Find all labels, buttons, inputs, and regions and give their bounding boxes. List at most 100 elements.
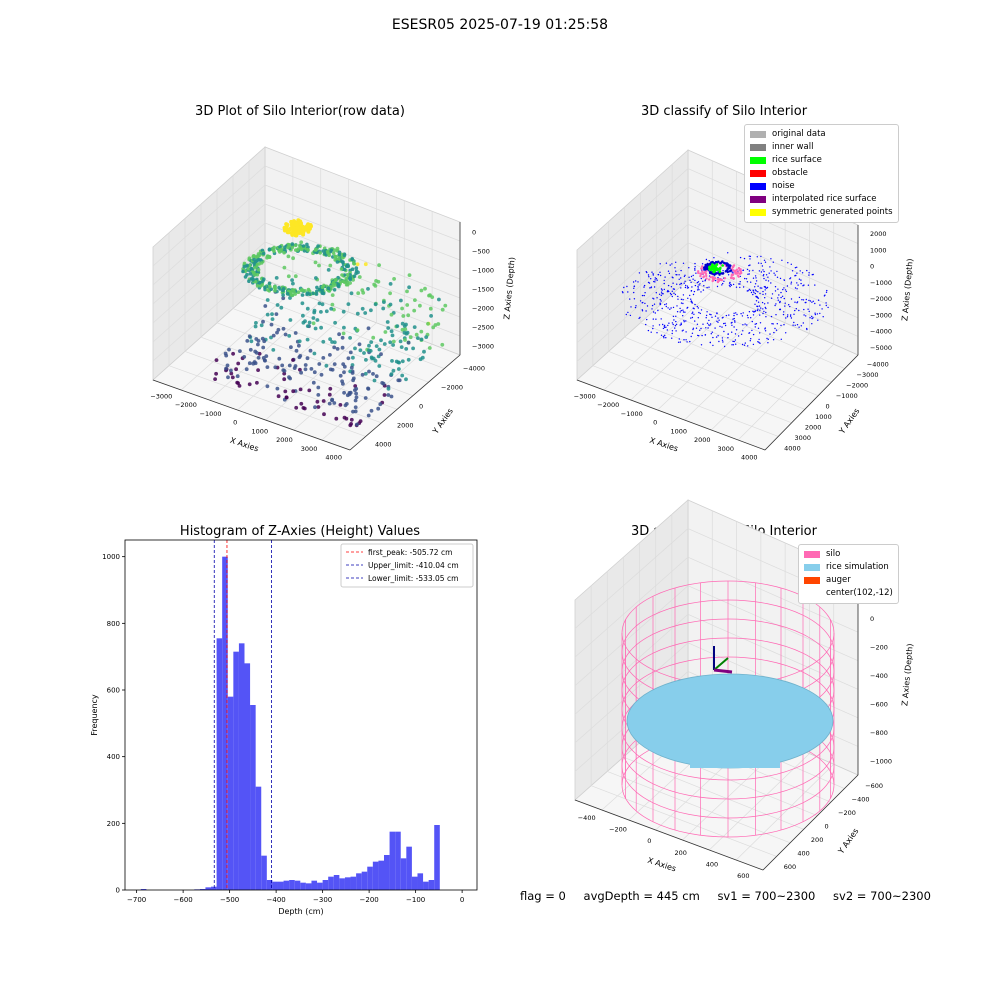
- data-point: [306, 225, 311, 230]
- data-point: [246, 267, 251, 271]
- data-point: [290, 288, 295, 292]
- noise-point: [763, 270, 765, 273]
- data-point: [317, 287, 322, 292]
- data-point: [342, 253, 347, 257]
- data-point: [247, 361, 252, 366]
- data-point: [416, 336, 420, 340]
- noise-point: [754, 323, 756, 325]
- noise-point: [808, 299, 810, 302]
- histogram-bar: [411, 876, 418, 890]
- y-tick-label: 4000: [375, 441, 392, 449]
- data-point: [261, 356, 266, 360]
- data-point: [234, 367, 239, 372]
- wall-point: [721, 260, 724, 263]
- data-point: [297, 339, 302, 344]
- histogram-bar: [238, 643, 245, 890]
- data-point: [236, 381, 241, 385]
- noise-point: [705, 327, 707, 329]
- data-point: [247, 279, 251, 284]
- noise-point: [691, 301, 693, 303]
- grid-line: [735, 764, 834, 861]
- noise-point: [692, 307, 694, 309]
- noise-point: [638, 317, 640, 320]
- grid-line: [687, 186, 859, 263]
- noise-point: [732, 283, 735, 286]
- data-point: [358, 348, 363, 353]
- noise-point: [690, 317, 692, 319]
- data-point: [340, 260, 345, 264]
- noise-point: [728, 314, 730, 316]
- noise-point: [712, 344, 714, 347]
- noise-point: [697, 281, 700, 283]
- data-point: [333, 320, 337, 325]
- noise-point: [764, 293, 767, 295]
- data-point: [256, 342, 260, 347]
- noise-point: [682, 262, 685, 264]
- raw-plot-title: 3D Plot of Silo Interior(row data): [195, 104, 405, 119]
- noise-point: [644, 292, 646, 294]
- data-point: [281, 296, 286, 301]
- x-tick-label: −500: [220, 896, 239, 904]
- noise-point: [754, 289, 757, 291]
- data-point: [290, 245, 295, 250]
- data-point: [313, 326, 318, 331]
- data-point: [317, 362, 322, 366]
- data-point: [377, 263, 381, 267]
- simulation-legend-item: center(102,-12): [804, 587, 893, 600]
- data-point: [300, 293, 305, 297]
- noise-point: [646, 271, 648, 274]
- data-point: [413, 298, 417, 302]
- data-point: [386, 393, 391, 397]
- noise-point: [692, 293, 695, 296]
- noise-point: [651, 308, 653, 310]
- data-point: [366, 287, 370, 291]
- noise-point: [674, 327, 676, 329]
- data-point: [263, 285, 267, 290]
- noise-point: [692, 311, 694, 313]
- data-point: [316, 244, 320, 248]
- classify-legend-item: interpolated rice surface: [750, 193, 893, 206]
- data-point: [333, 254, 338, 259]
- noise-point: [814, 284, 816, 286]
- data-point: [319, 325, 323, 330]
- legend-label: inner wall: [772, 142, 814, 152]
- noise-point: [786, 316, 789, 318]
- histogram-bar: [140, 889, 147, 890]
- data-point: [348, 273, 353, 277]
- noise-point: [686, 285, 689, 287]
- noise-point: [764, 261, 767, 263]
- histogram-frame: [124, 539, 478, 891]
- data-point: [388, 291, 392, 296]
- interpolated-point: [699, 274, 702, 278]
- grid-line: [264, 241, 461, 318]
- noise-point: [750, 338, 752, 340]
- y-tick-label: 600: [784, 863, 796, 871]
- data-point: [301, 320, 306, 325]
- noise-point: [667, 270, 670, 272]
- x-tick-label: −1000: [621, 410, 643, 418]
- noise-point: [675, 330, 677, 332]
- x-tick-label: 0: [233, 419, 237, 427]
- noise-point: [659, 274, 662, 277]
- noise-point: [710, 314, 712, 316]
- x-tick-label: −400: [578, 814, 596, 822]
- z-tick-label: −500: [472, 248, 490, 256]
- interpolated-point: [701, 265, 704, 268]
- data-point: [391, 368, 396, 373]
- noise-point: [763, 274, 765, 276]
- noise-point: [689, 279, 691, 281]
- noise-point: [685, 331, 687, 333]
- noise-point: [696, 289, 699, 291]
- data-point: [247, 256, 252, 261]
- data-point: [400, 327, 405, 332]
- data-point: [349, 365, 354, 370]
- data-point: [350, 257, 354, 262]
- data-point: [344, 276, 349, 281]
- histogram-bar: [350, 876, 357, 890]
- grid-line: [574, 585, 689, 686]
- noise-point: [758, 270, 761, 272]
- data-point: [265, 312, 270, 317]
- interpolated-point: [699, 272, 702, 275]
- grid-line: [574, 528, 689, 629]
- data-point: [315, 285, 319, 290]
